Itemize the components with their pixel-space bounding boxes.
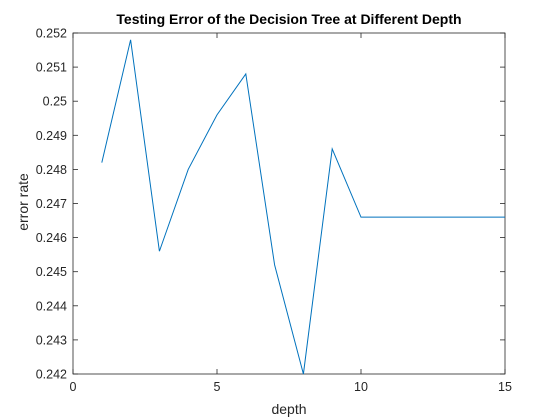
y-tick-label: 0.252: [36, 27, 67, 41]
y-tick-label: 0.247: [36, 197, 67, 211]
y-tick-label: 0.25: [43, 95, 67, 109]
plot-area: 0 5 10 15 0.242 0.243 0.244 0.245 0.246 0.247 0.24…: [36, 27, 512, 395]
y-tick-label: 0.248: [36, 163, 67, 177]
x-tick-label: 10: [354, 380, 368, 394]
y-axis-label: error rate: [15, 173, 31, 231]
chart-title: Testing Error of the Decision Tree at Di…: [116, 11, 461, 27]
axes-box: [73, 33, 505, 374]
y-tick-label: 0.251: [36, 61, 67, 75]
y-tick-label: 0.243: [36, 333, 67, 347]
x-tick-label: 5: [214, 380, 221, 394]
y-tick-label: 0.246: [36, 231, 67, 245]
x-tick-label: 15: [498, 380, 512, 394]
x-tick-label: 0: [70, 380, 77, 394]
y-tick-label: 0.249: [36, 129, 67, 143]
x-axis-label: depth: [271, 401, 306, 417]
y-tick-label: 0.242: [36, 368, 67, 382]
y-tick-label: 0.244: [36, 299, 67, 313]
y-tick-label: 0.245: [36, 265, 67, 279]
